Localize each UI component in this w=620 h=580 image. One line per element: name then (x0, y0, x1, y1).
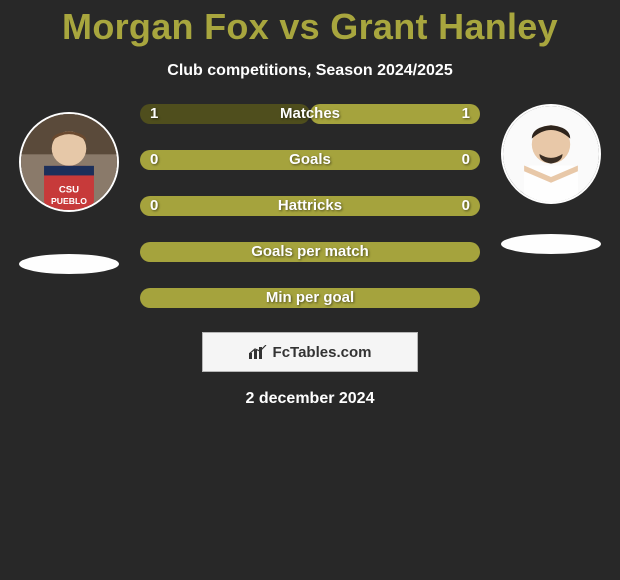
stat-row: Goals per match (140, 242, 480, 262)
svg-text:CSU: CSU (59, 185, 79, 196)
brand-text: FcTables.com (273, 344, 372, 361)
page-title: Morgan Fox vs Grant Hanley (62, 6, 558, 48)
subtitle: Club competitions, Season 2024/2025 (167, 62, 452, 80)
stat-value-right: 0 (462, 196, 470, 216)
stat-label: Min per goal (140, 288, 480, 308)
stat-label: Goals per match (140, 242, 480, 262)
stat-row: Hattricks0 0 (140, 196, 480, 216)
stat-value-left: 1 (150, 104, 158, 124)
comparison-panel: CSU PUEBLO Matches11Goals00Hattricks00Go… (0, 104, 620, 308)
stat-label: Hattricks (140, 196, 480, 216)
date-label: 2 december 2024 (246, 390, 375, 408)
chart-icon (249, 345, 267, 359)
player1-column: CSU PUEBLO (16, 104, 122, 274)
player2-shadow (501, 234, 601, 254)
stat-label: Goals (140, 150, 480, 170)
player1-avatar: CSU PUEBLO (19, 112, 119, 212)
player2-column (498, 104, 604, 254)
stat-row: Matches1 1 (140, 104, 480, 124)
stat-value-right: 0 (462, 150, 470, 170)
brand-badge: FcTables.com (202, 332, 418, 372)
svg-text:PUEBLO: PUEBLO (51, 196, 87, 206)
player2-avatar (501, 104, 601, 204)
stats-list: Matches11Goals00Hattricks00Goals per mat… (140, 104, 480, 308)
player1-shadow (19, 254, 119, 274)
stat-value-left: 0 (150, 150, 158, 170)
stat-row: Goals0 0 (140, 150, 480, 170)
stat-value-right: 1 (462, 104, 470, 124)
stat-label: Matches (140, 104, 480, 124)
player2-image (503, 106, 599, 202)
stat-row: Min per goal (140, 288, 480, 308)
player1-image: CSU PUEBLO (21, 114, 117, 210)
stat-value-left: 0 (150, 196, 158, 216)
